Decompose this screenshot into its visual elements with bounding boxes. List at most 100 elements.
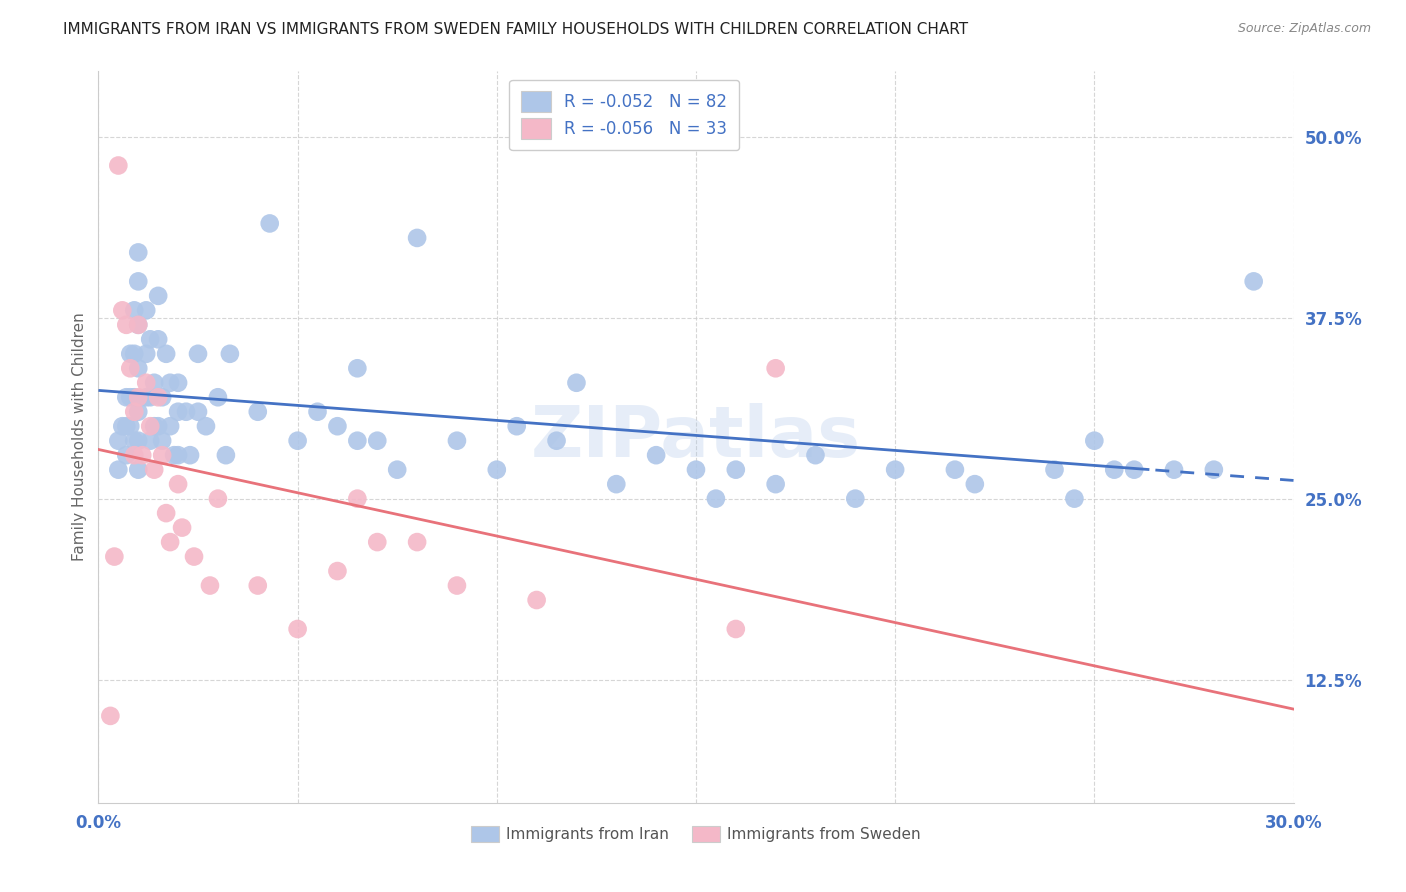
Point — [150, 390, 173, 404]
Point — [127, 390, 149, 404]
Point — [1063, 491, 1085, 506]
Point — [155, 347, 177, 361]
Point — [127, 245, 149, 260]
Point — [135, 390, 157, 404]
Text: ZIPatlas: ZIPatlas — [531, 402, 860, 472]
Point — [219, 347, 242, 361]
Point — [884, 463, 907, 477]
Point — [195, 419, 218, 434]
Point — [124, 390, 146, 404]
Point — [127, 318, 149, 332]
Point — [1202, 463, 1225, 477]
Point — [159, 535, 181, 549]
Point — [115, 390, 138, 404]
Point — [207, 390, 229, 404]
Point — [148, 332, 170, 346]
Point — [1043, 463, 1066, 477]
Point — [139, 390, 162, 404]
Point — [179, 448, 201, 462]
Point — [546, 434, 568, 448]
Point — [139, 419, 162, 434]
Point — [366, 434, 388, 448]
Point — [135, 347, 157, 361]
Point — [446, 578, 468, 592]
Point — [1083, 434, 1105, 448]
Point — [120, 347, 142, 361]
Point — [127, 318, 149, 332]
Point — [1104, 463, 1126, 477]
Point — [167, 477, 190, 491]
Point — [107, 159, 129, 173]
Point — [198, 578, 221, 592]
Point — [1163, 463, 1185, 477]
Point — [1243, 274, 1265, 288]
Point — [111, 419, 134, 434]
Point — [155, 506, 177, 520]
Point — [167, 405, 190, 419]
Point — [406, 231, 429, 245]
Point — [135, 303, 157, 318]
Point — [724, 463, 747, 477]
Point — [120, 361, 142, 376]
Point — [326, 564, 349, 578]
Point — [172, 520, 194, 534]
Point — [259, 216, 281, 230]
Point — [111, 303, 134, 318]
Point — [307, 405, 329, 419]
Point — [565, 376, 588, 390]
Point — [163, 448, 186, 462]
Point — [406, 535, 429, 549]
Point — [115, 318, 138, 332]
Point — [346, 361, 368, 376]
Point — [765, 477, 787, 491]
Point — [107, 463, 129, 477]
Point — [326, 419, 349, 434]
Text: IMMIGRANTS FROM IRAN VS IMMIGRANTS FROM SWEDEN FAMILY HOUSEHOLDS WITH CHILDREN C: IMMIGRANTS FROM IRAN VS IMMIGRANTS FROM … — [63, 22, 969, 37]
Point — [148, 419, 170, 434]
Point — [167, 376, 190, 390]
Point — [120, 419, 142, 434]
Point — [704, 491, 727, 506]
Point — [127, 434, 149, 448]
Point — [127, 274, 149, 288]
Point — [605, 477, 627, 491]
Point — [159, 419, 181, 434]
Point — [207, 491, 229, 506]
Point — [187, 405, 209, 419]
Point — [246, 578, 269, 592]
Point — [120, 390, 142, 404]
Point — [506, 419, 529, 434]
Y-axis label: Family Households with Children: Family Households with Children — [72, 313, 87, 561]
Point — [150, 434, 173, 448]
Point — [485, 463, 508, 477]
Legend: Immigrants from Iran, Immigrants from Sweden: Immigrants from Iran, Immigrants from Sw… — [464, 818, 928, 850]
Point — [124, 347, 146, 361]
Point — [187, 347, 209, 361]
Point — [107, 434, 129, 448]
Point — [139, 332, 162, 346]
Point — [183, 549, 205, 564]
Point — [143, 463, 166, 477]
Text: Source: ZipAtlas.com: Source: ZipAtlas.com — [1237, 22, 1371, 36]
Point — [143, 376, 166, 390]
Point — [135, 376, 157, 390]
Point — [131, 448, 153, 462]
Point — [143, 419, 166, 434]
Point — [103, 549, 125, 564]
Point — [98, 709, 122, 723]
Point — [346, 491, 368, 506]
Point — [246, 405, 269, 419]
Point — [148, 390, 170, 404]
Point — [446, 434, 468, 448]
Point — [526, 593, 548, 607]
Point — [150, 448, 173, 462]
Point — [215, 448, 238, 462]
Point — [804, 448, 827, 462]
Point — [127, 361, 149, 376]
Point — [167, 448, 190, 462]
Point — [385, 463, 409, 477]
Point — [287, 434, 309, 448]
Point — [174, 405, 197, 419]
Point — [127, 463, 149, 477]
Point — [115, 448, 138, 462]
